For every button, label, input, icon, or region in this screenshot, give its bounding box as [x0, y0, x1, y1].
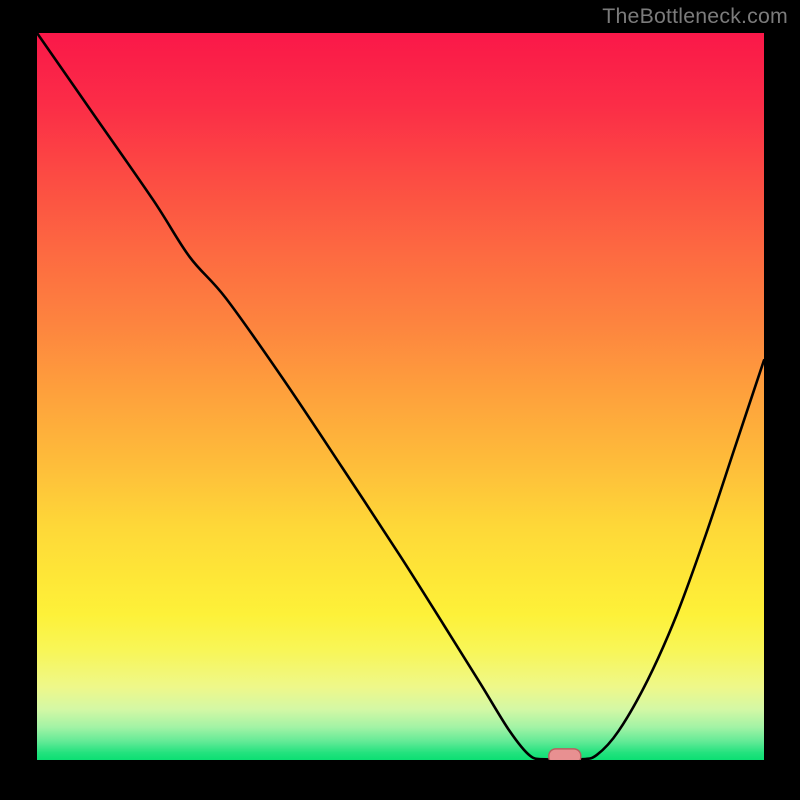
chart-stage: TheBottleneck.com — [0, 0, 800, 800]
bottleneck-chart — [0, 0, 800, 800]
plot-background-gradient — [37, 33, 764, 760]
